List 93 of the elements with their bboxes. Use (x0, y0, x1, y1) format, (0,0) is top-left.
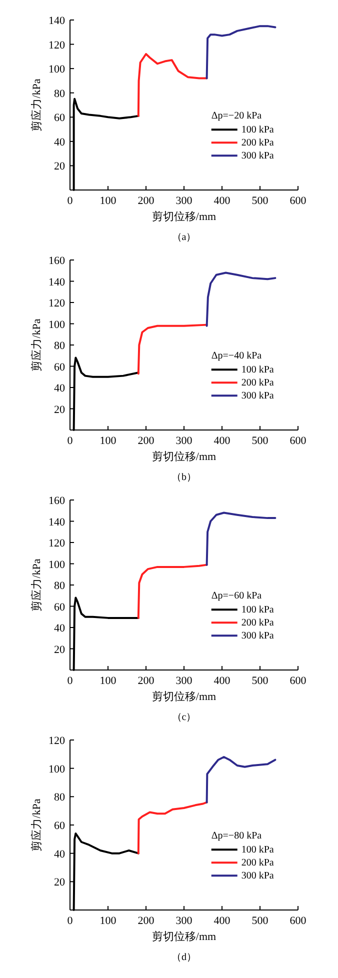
x-tick-label: 0 (67, 675, 74, 687)
x-axis-title: 剪切位移/mm (152, 690, 217, 703)
x-tick-label: 400 (214, 435, 231, 447)
x-tick-label: 300 (176, 675, 193, 687)
y-tick-label: 140 (48, 276, 66, 288)
legend-label: 200 kPa (241, 858, 274, 869)
x-tick-label: 600 (290, 435, 307, 447)
line-series (206, 272, 276, 327)
x-tick-label: 100 (100, 675, 117, 687)
y-tick-label: 40 (54, 622, 66, 634)
y-tick-label: 80 (54, 340, 66, 352)
legend-label: 200 kPa (241, 138, 274, 149)
line-series (137, 564, 208, 619)
x-tick-label: 500 (252, 195, 269, 207)
line-series (206, 756, 276, 804)
line-series (206, 512, 276, 566)
y-tick-label: 20 (54, 160, 66, 173)
legend-label: 200 kPa (241, 618, 274, 629)
x-axis-title: 剪切位移/mm (152, 450, 217, 463)
text: （b） (172, 472, 196, 483)
x-tick-label: 200 (138, 435, 155, 447)
x-tick-label: 600 (290, 195, 307, 207)
legend-label: 300 kPa (241, 870, 274, 882)
y-tick-label: 120 (48, 39, 66, 52)
y-tick-label: 60 (54, 820, 66, 832)
x-tick-label: 500 (252, 435, 269, 447)
y-tick-label: 120 (48, 298, 66, 310)
y-tick-label: 140 (48, 516, 66, 528)
legend-label: 100 kPa (241, 604, 274, 616)
x-tick-label: 600 (290, 915, 307, 927)
y-tick-label: 40 (54, 382, 66, 394)
legend-title: Δp=−60 kPa (211, 590, 262, 602)
legend-label: 300 kPa (241, 150, 274, 162)
x-tick-label: 0 (67, 915, 74, 927)
y-tick-label: 20 (54, 876, 66, 889)
y-tick-label: 100 (48, 318, 66, 331)
line-series (137, 324, 208, 375)
x-tick-label: 100 (100, 435, 117, 447)
x-tick-label: 200 (138, 195, 155, 207)
legend-label: 100 kPa (241, 364, 274, 376)
x-tick-label: 0 (67, 195, 74, 207)
y-tick-label: 140 (48, 15, 66, 27)
y-tick-label: 80 (54, 88, 66, 100)
text: （a） (172, 232, 196, 243)
x-tick-label: 400 (214, 675, 231, 687)
x-tick-label: 100 (100, 195, 117, 207)
legend-label: 100 kPa (241, 124, 274, 136)
x-axis-title: 剪切位移/mm (152, 210, 217, 223)
line-series (137, 801, 208, 854)
legend-label: 300 kPa (241, 390, 274, 402)
x-tick-label: 100 (100, 915, 117, 927)
legend-title: Δp=−40 kPa (211, 350, 262, 362)
line-series (137, 53, 208, 117)
y-tick-label: 120 (48, 735, 66, 747)
x-tick-label: 400 (214, 915, 231, 927)
y-tick-label: 160 (48, 255, 66, 267)
y-tick-label: 20 (54, 644, 66, 656)
y-axis-title: 剪应力/kPa (30, 318, 43, 372)
y-tick-label: 60 (54, 112, 66, 124)
y-tick-label: 100 (48, 558, 66, 571)
legend-title: Δp=−80 kPa (211, 830, 262, 842)
y-tick-label: 40 (54, 136, 66, 148)
line-series (206, 25, 276, 80)
y-tick-label: 40 (54, 848, 66, 860)
y-tick-label: 80 (54, 580, 66, 592)
x-tick-label: 300 (176, 195, 193, 207)
x-tick-label: 300 (176, 435, 193, 447)
text: （c） (172, 712, 196, 723)
x-tick-label: 300 (176, 915, 193, 927)
y-tick-label: 120 (48, 538, 66, 550)
text: （d） (172, 952, 196, 963)
y-tick-label: 60 (54, 601, 66, 614)
x-tick-label: 600 (290, 675, 307, 687)
x-tick-label: 0 (67, 435, 74, 447)
y-axis-title: 剪应力/kPa (30, 798, 43, 852)
legend-label: 300 kPa (241, 630, 274, 642)
legend-label: 200 kPa (241, 378, 274, 389)
x-tick-label: 500 (252, 915, 269, 927)
y-tick-label: 60 (54, 361, 66, 374)
y-axis-title: 剪应力/kPa (30, 558, 43, 612)
x-axis-title: 剪切位移/mm (152, 930, 217, 943)
x-tick-label: 200 (138, 915, 155, 927)
y-tick-label: 100 (48, 763, 66, 776)
legend-title: Δp=−20 kPa (211, 110, 262, 122)
y-tick-label: 20 (54, 404, 66, 416)
x-tick-label: 200 (138, 675, 155, 687)
legend-label: 100 kPa (241, 844, 274, 856)
y-tick-label: 100 (48, 64, 66, 76)
x-tick-label: 500 (252, 675, 269, 687)
y-tick-label: 160 (48, 495, 66, 507)
y-axis-title: 剪应力/kPa (30, 78, 43, 132)
y-tick-label: 80 (54, 792, 66, 804)
x-tick-label: 400 (214, 195, 231, 207)
